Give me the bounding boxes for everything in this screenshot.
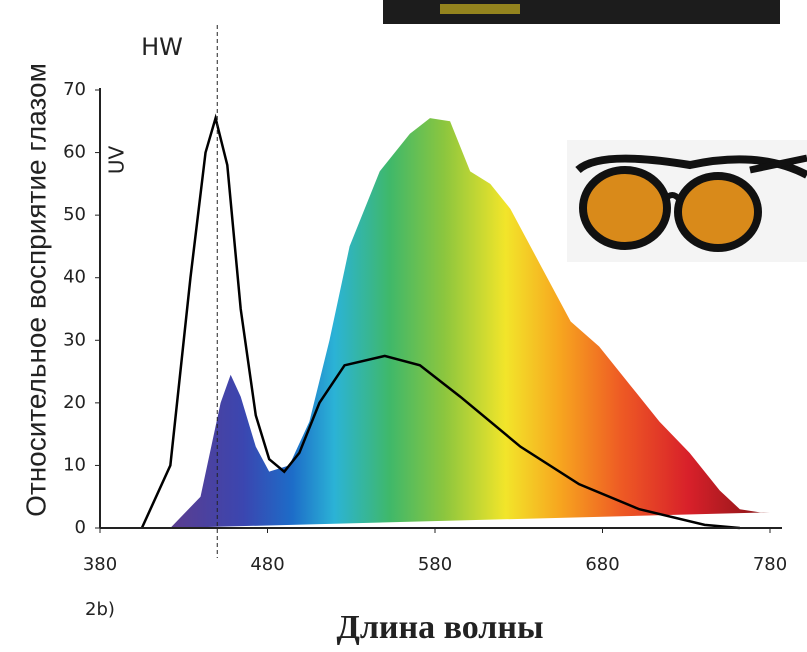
y-tick-label: 70 <box>63 79 86 100</box>
x-tick-label: 480 <box>250 554 284 575</box>
y-tick-label: 40 <box>63 267 86 288</box>
uv-label: UV <box>105 146 129 175</box>
x-tick-label: 780 <box>753 554 787 575</box>
sensitivity-curve <box>140 113 740 530</box>
panel-label: 2b) <box>85 599 115 620</box>
y-tick-label: 30 <box>63 329 86 350</box>
y-tick-label: 50 <box>63 204 86 225</box>
hw-label: HW <box>141 33 183 61</box>
photo-detail <box>440 4 520 14</box>
x-tick-label: 580 <box>418 554 452 575</box>
spectrum-area <box>170 118 771 529</box>
y-tick-label: 0 <box>75 517 86 538</box>
x-axis-title: Длина волны <box>336 609 543 646</box>
sunglasses-photo <box>567 140 807 262</box>
y-tick-label: 10 <box>63 454 86 475</box>
y-axis-title: Относительное восприятие глазом <box>20 63 51 517</box>
x-tick-label: 680 <box>585 554 619 575</box>
x-tick-label: 380 <box>83 554 117 575</box>
y-tick-label: 20 <box>63 392 86 413</box>
y-tick-label: 60 <box>63 142 86 163</box>
